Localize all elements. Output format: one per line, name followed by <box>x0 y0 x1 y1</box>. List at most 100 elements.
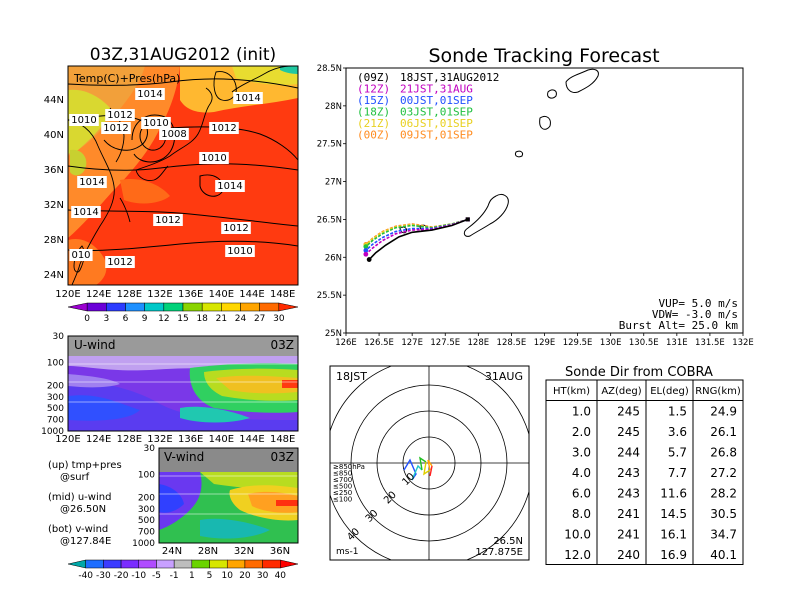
pressure-tick: 500 <box>47 404 64 414</box>
table-cell: 26.8 <box>710 446 737 460</box>
u-wind-lon-tick: 144E <box>239 434 264 445</box>
pressure-tick: 100 <box>138 471 155 481</box>
u-wind-lon-tick: 140E <box>209 434 234 445</box>
isobar-label-box <box>221 222 251 234</box>
table-cell: 28.2 <box>710 487 737 501</box>
table-cell: 7.7 <box>668 466 687 480</box>
panel-notes: (up) tmp+pres @surf (mid) u-wind @26.50N… <box>48 460 122 547</box>
table-cell: 10.0 <box>564 528 591 542</box>
pressure-tick: 200 <box>47 381 64 391</box>
isobar-label: 1012 <box>103 123 128 134</box>
track-endpoint <box>363 251 369 257</box>
legend-run: (18Z) <box>357 106 390 119</box>
wind-colorbar-tick: -10 <box>131 571 146 581</box>
isobar-label-box <box>215 180 245 192</box>
v-wind-lat-ticks: 24N 28N 32N 36N <box>162 546 290 557</box>
polar-date-label: 31AUG <box>485 370 523 383</box>
pressure-tick: 700 <box>138 528 155 538</box>
note-line: @26.50N <box>60 504 106 515</box>
isobar-label: 010 <box>71 250 90 261</box>
table-cell: 243 <box>617 466 640 480</box>
v-wind-frame <box>158 447 299 544</box>
map-lon-tick: 128E <box>117 289 142 300</box>
isobar-label-box <box>105 109 135 121</box>
track-lon-tick: 131E <box>666 338 688 348</box>
table-header-cell: HT(km) <box>553 386 590 397</box>
map-lon-tick: 132E <box>147 289 172 300</box>
map-lat-tick: 44N <box>44 95 64 106</box>
colorbar-segment <box>138 559 157 569</box>
colorbar-tick: 9 <box>142 314 148 324</box>
colorbar-segment <box>120 559 140 569</box>
polar-level-label: ≤250 <box>333 489 352 497</box>
polar-level-label: ≤500 <box>333 483 352 491</box>
colorbar-segment <box>86 302 107 312</box>
colorbar-segment <box>85 559 104 569</box>
legend-launch: 06JST,01SEP <box>400 117 473 130</box>
hodograph <box>403 456 433 481</box>
table-cell: 244 <box>617 446 640 460</box>
legend-run: (12Z) <box>357 83 390 96</box>
track-lon-tick: 126E <box>335 338 357 348</box>
map-title: 03Z,31AUG2012 (init) <box>90 45 276 65</box>
table-cell: 14.5 <box>660 507 687 521</box>
note-line: (mid) u-wind <box>48 492 111 503</box>
map-lon-tick: 124E <box>86 289 111 300</box>
polar-level-label: ≥850hPa <box>333 463 365 471</box>
surface-map-panel: 03Z,31AUG2012 (init) <box>44 45 299 324</box>
colorbar-segment <box>103 559 122 569</box>
map-lat-tick: 24N <box>44 270 64 281</box>
isobar-label: 1010 <box>71 115 96 126</box>
isobar-label: 1012 <box>211 123 236 134</box>
isobar-label: 1010 <box>227 246 252 257</box>
track-endpoint <box>363 248 369 253</box>
isobar-label-box <box>159 128 189 140</box>
polar-lat: 26.5N <box>493 536 523 547</box>
colorbar-segment <box>156 559 175 569</box>
legend-launch: 21JST,31AUG <box>400 83 473 96</box>
track-legend: (09Z) 18JST,31AUG2012 (12Z) 21JST,31AUG (15Z… <box>357 71 499 142</box>
isobar-label: 1012 <box>107 110 132 121</box>
colorbar-segment <box>226 559 246 569</box>
isobar-label: 1010 <box>201 153 226 164</box>
isobar-label-box <box>69 114 99 126</box>
colorbar-segment <box>182 302 203 312</box>
polar-level-legend: ≥850hPa≤850≤700≤500≤250≤100 <box>333 463 365 504</box>
track-lon-tick: 131.5E <box>695 338 725 348</box>
u-wind-lon-tick: 136E <box>178 434 203 445</box>
u-wind-time: 03Z <box>271 338 295 352</box>
coastlines <box>68 66 293 285</box>
wind-colorbar-tick: 40 <box>275 571 287 581</box>
legend-launch: 09JST,01SEP <box>400 129 473 142</box>
track-series-line <box>365 218 468 248</box>
wind-colorbar-tick: -20 <box>114 571 129 581</box>
pressure-tick: 200 <box>138 493 155 503</box>
track-lat-tick: 26N <box>325 253 342 263</box>
v-wind-lat-tick: 36N <box>270 546 290 557</box>
table-cell: 1.0 <box>572 405 591 419</box>
colorbar-segment <box>221 302 241 312</box>
note-line: (up) tmp+pres <box>48 460 122 471</box>
track-endpoint <box>363 244 369 250</box>
table-title: Sonde Dir from COBRA <box>565 365 713 380</box>
isobar-label-box <box>69 249 93 261</box>
table-cell: 245 <box>617 405 640 419</box>
map-lon-tick: 140E <box>209 289 234 300</box>
colorbar-segment <box>67 302 88 312</box>
v-wind-label: V-wind <box>164 450 204 464</box>
table-header-cell: EL(deg) <box>650 386 689 397</box>
wind-colorbar-tick: -40 <box>78 571 93 581</box>
colorbar-segment <box>201 302 222 312</box>
pressure-tick: 300 <box>47 393 64 403</box>
colorbar-tick: 15 <box>177 314 188 324</box>
burst-alt-text: Burst Alt= 25.0 km <box>619 319 739 332</box>
polar-level-label: ≤850 <box>333 470 352 478</box>
map-lat-tick: 40N <box>44 130 64 141</box>
colorbar-tick: 12 <box>158 314 169 324</box>
colorbar-tick: 18 <box>196 314 208 324</box>
legend-run: (21Z) <box>357 117 390 130</box>
note-line: (bot) v-wind <box>48 524 108 535</box>
u-wind-lon-tick: 124E <box>86 434 111 445</box>
colorbar-tick: 6 <box>123 314 129 324</box>
